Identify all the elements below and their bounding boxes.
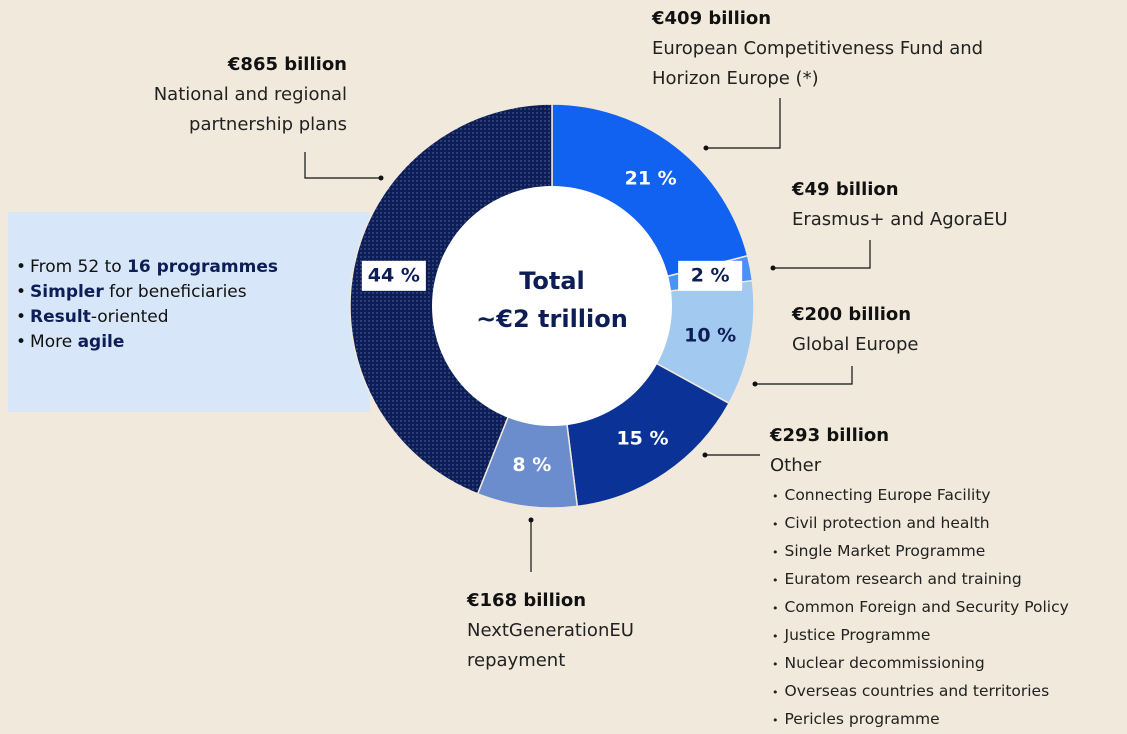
label-box — [678, 260, 743, 291]
description: Global Europe — [792, 334, 919, 355]
donut-hole — [432, 186, 672, 426]
other-item: Nuclear decommissioning — [772, 650, 1069, 678]
other-item: Justice Programme — [772, 622, 1069, 650]
highlight-text: From 52 to — [30, 257, 128, 277]
other-item: Civil protection and health — [772, 510, 1069, 538]
other-item: Common Foreign and Security Policy — [772, 594, 1069, 622]
description: National and regional partnership plans — [153, 84, 347, 135]
highlight: Result-oriented — [16, 305, 278, 330]
amount: €293 billion — [770, 425, 890, 446]
highlight-text: Simpler — [30, 282, 104, 302]
other-item: Single Market Programme — [772, 538, 1069, 566]
highlight-text: for beneficiaries — [103, 282, 247, 302]
leader-dots — [378, 145, 776, 523]
value-label: 15 % — [616, 428, 668, 450]
other-item: Euratom research and training — [772, 566, 1069, 594]
highlight-text: Result — [30, 307, 91, 327]
amount: €168 billion — [467, 590, 587, 611]
amount: €49 billion — [792, 179, 899, 200]
highlights: From 52 to 16 programmesSimpler for bene… — [16, 255, 278, 355]
other-list: Connecting Europe FacilityCivil protecti… — [772, 482, 1069, 734]
center-label: Total — [519, 267, 585, 295]
value-label: 44 % — [368, 264, 420, 286]
value-label: 10 % — [684, 325, 736, 347]
description: NextGenerationEU repayment — [467, 620, 634, 671]
description: European Competitiveness Fund and Horizo… — [652, 38, 984, 89]
value-label: 21 % — [625, 167, 677, 189]
other-item: Connecting Europe Facility — [772, 482, 1069, 510]
annotation: €200 billion Global Europe — [792, 300, 1092, 360]
amount: €865 billion — [227, 54, 347, 75]
other-item: Pericles programme — [772, 706, 1069, 734]
other-item: Overseas countries and territories — [772, 678, 1069, 706]
annotation: €865 billion National and regional partne… — [95, 50, 347, 140]
amount: €409 billion — [652, 8, 772, 29]
leaders — [304, 98, 871, 572]
highlight: More agile — [16, 330, 278, 355]
value-label: 2 % — [691, 264, 730, 286]
center-label: ~€2 trillion — [476, 305, 628, 333]
highlight-text: -oriented — [90, 307, 169, 327]
value-labels: 21 % 2 % 10 % 15 % 8 % 44 % — [361, 167, 743, 476]
amount: €200 billion — [792, 304, 912, 325]
label-box — [361, 260, 426, 291]
description: Erasmus+ and AgoraEU — [792, 209, 1008, 230]
value-label: 8 % — [512, 454, 551, 476]
highlight-text: More — [30, 332, 78, 352]
annotation: €168 billion NextGenerationEU repayment — [467, 586, 647, 676]
highlight: From 52 to 16 programmes — [16, 255, 278, 280]
description: Other — [770, 455, 822, 476]
highlight-text: 16 programmes — [127, 257, 278, 277]
annotation: €293 billion Other — [770, 421, 1070, 481]
highlight: Simpler for beneficiaries — [16, 280, 278, 305]
annotation: €49 billion Erasmus+ and AgoraEU — [792, 175, 1092, 235]
annotation: €409 billion European Competitiveness Fun… — [652, 4, 1012, 94]
highlight-text: agile — [77, 332, 125, 352]
